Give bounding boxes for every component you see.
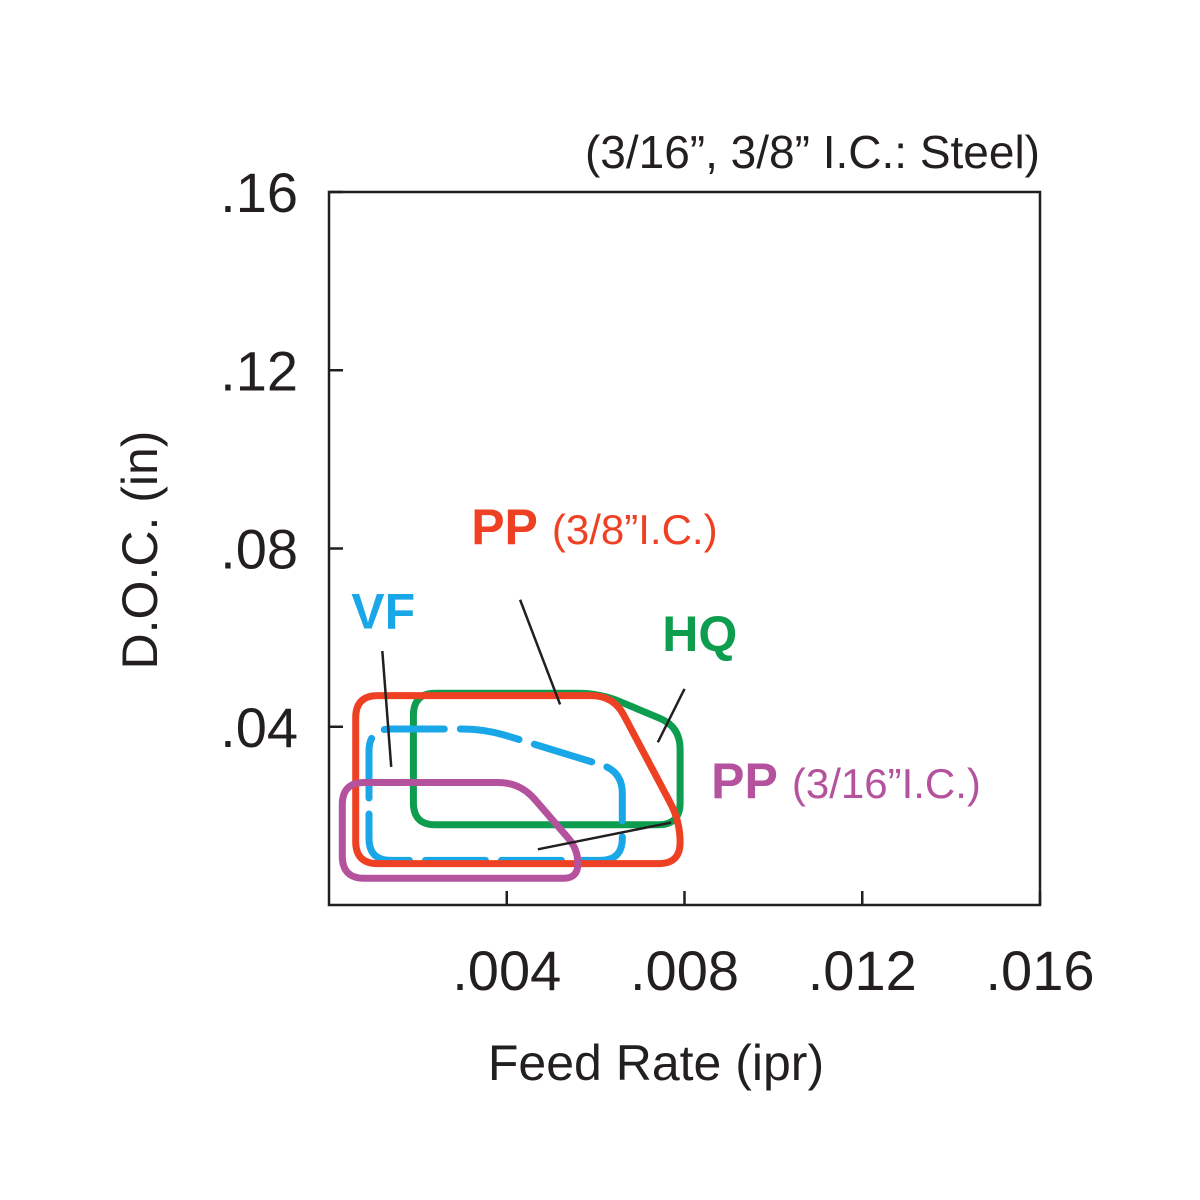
region-outline-vf	[365, 725, 626, 864]
y-axis-label: D.O.C. (in)	[112, 431, 168, 670]
x-tick-label-0: .004	[452, 939, 561, 1002]
region-label-hq: HQ	[662, 606, 737, 662]
leader-line-pp-316	[537, 821, 672, 851]
x-tick-label-3: .016	[986, 939, 1095, 1002]
region-outline-pp-38	[352, 692, 684, 868]
region-outline-hq	[409, 689, 684, 829]
x-tick-label-1: .008	[630, 939, 739, 1002]
leader-line-vf	[381, 650, 393, 767]
region-name-pp-316: PP	[711, 753, 778, 809]
region-label-pp-38: PP (3/8”I.C.)	[471, 499, 717, 555]
ticks-layer: .004 .008 .012 .016 .04 .08 .12 .16	[220, 161, 1094, 1002]
y-tick-label-0: .04	[220, 696, 298, 759]
y-tick-label-1: .08	[220, 518, 298, 581]
region-label-pp-316: PP (3/16”I.C.)	[711, 753, 981, 809]
chart-title: (3/16”, 3/8” I.C.: Steel)	[585, 126, 1040, 178]
leader-line-hq	[656, 688, 686, 743]
leader-lines-layer	[381, 599, 686, 851]
y-tick-label-2: .12	[220, 339, 298, 402]
region-note-pp-316: (3/16”I.C.)	[792, 760, 981, 807]
region-name-pp-38: PP	[471, 499, 538, 555]
region-outline-pp-316	[338, 779, 582, 882]
x-axis-label: Feed Rate (ipr)	[488, 1035, 824, 1091]
region-name-vf: VF	[351, 584, 415, 640]
regions-layer	[338, 689, 684, 882]
leader-line-pp-38	[518, 599, 562, 705]
region-note-pp-38: (3/8”I.C.)	[552, 506, 718, 553]
x-tick-label-2: .012	[808, 939, 917, 1002]
region-labels-layer: PP (3/8”I.C.) HQ VF PP (3/16”I.C.)	[351, 499, 981, 809]
region-label-vf: VF	[351, 584, 415, 640]
region-name-hq: HQ	[662, 606, 737, 662]
y-tick-label-3: .16	[220, 161, 298, 224]
